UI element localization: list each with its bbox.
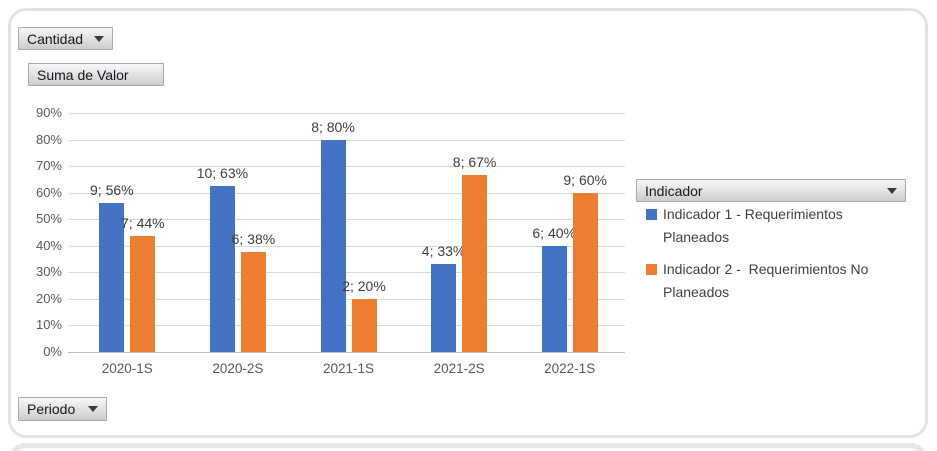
y-axis-tick-label: 40% bbox=[35, 237, 62, 253]
gridline bbox=[68, 245, 625, 247]
gridline bbox=[68, 272, 625, 274]
x-axis-line bbox=[68, 352, 625, 353]
y-axis-tick-label: 90% bbox=[35, 105, 62, 120]
value-field-button-suma-de-valor[interactable]: Suma de Valor bbox=[28, 63, 164, 86]
y-axis-tick-label: 80% bbox=[35, 131, 62, 147]
y-axis-tick-label: 30% bbox=[35, 264, 62, 280]
legend-item-label: Indicador 1 - Requerimientos Planeados bbox=[663, 206, 847, 245]
legend-field-button-indicador[interactable]: Indicador bbox=[636, 179, 906, 202]
data-label: 8; 80% bbox=[311, 118, 355, 135]
gridline bbox=[68, 139, 625, 141]
bar-series1 bbox=[541, 245, 567, 352]
data-label: 8; 67% bbox=[452, 153, 497, 170]
dropdown-arrow-icon bbox=[94, 35, 104, 42]
y-axis-tick-label: 20% bbox=[35, 290, 62, 306]
bar-series1 bbox=[209, 186, 235, 352]
legend-item-series2: Indicador 2 - Requerimientos No Planeado… bbox=[646, 258, 908, 304]
dropdown-arrow-icon bbox=[887, 187, 897, 194]
gridline bbox=[68, 298, 625, 300]
values-field-label: Cantidad bbox=[27, 30, 84, 47]
dropdown-arrow-icon bbox=[88, 406, 98, 412]
data-label: 9; 56% bbox=[90, 181, 134, 198]
series2-swatch-icon bbox=[646, 264, 657, 275]
bar-series2 bbox=[462, 174, 488, 352]
data-label: 7; 44% bbox=[121, 214, 165, 231]
y-axis-tick-label: 70% bbox=[35, 158, 62, 174]
axis-field-button-periodo[interactable]: Periodo bbox=[18, 397, 107, 421]
gridline bbox=[68, 113, 625, 114]
x-axis-category-label: 2020-2S bbox=[212, 361, 264, 376]
y-axis-tick-label: 60% bbox=[35, 184, 62, 200]
data-label: 4; 33% bbox=[421, 242, 466, 259]
data-label: 2; 20% bbox=[342, 277, 386, 294]
legend-field-label: Indicador bbox=[645, 182, 703, 199]
x-axis-category-label: 2021-2S bbox=[433, 361, 485, 376]
bar-series1 bbox=[99, 202, 125, 352]
y-axis-tick-label: 50% bbox=[35, 211, 62, 227]
x-axis-category-label: 2021-1S bbox=[322, 361, 374, 376]
x-axis-category-label: 2022-1S bbox=[544, 361, 596, 376]
y-axis-tick-label: 0% bbox=[43, 344, 62, 359]
legend-item-label: Indicador 2 - Requerimientos No Planeado… bbox=[663, 261, 873, 300]
y-axis-tick-label: 10% bbox=[35, 317, 62, 333]
bar-series2 bbox=[130, 235, 156, 352]
axis-field-label: Periodo bbox=[27, 401, 76, 417]
gridline bbox=[68, 325, 625, 327]
data-label: 10; 63% bbox=[196, 165, 249, 182]
gridline bbox=[68, 166, 625, 168]
value-field-label: Suma de Valor bbox=[37, 66, 129, 83]
x-axis-category-label: 2020-1S bbox=[101, 361, 153, 376]
bar-series2 bbox=[572, 192, 598, 352]
bar-series1 bbox=[431, 263, 457, 352]
values-field-button-cantidad[interactable]: Cantidad bbox=[18, 27, 113, 50]
data-label: 9; 60% bbox=[563, 171, 607, 188]
bar-series2 bbox=[351, 298, 377, 352]
legend-item-series1: Indicador 1 - Requerimientos Planeados bbox=[646, 203, 908, 249]
data-label: 6; 40% bbox=[532, 224, 576, 241]
bar-series2 bbox=[240, 252, 266, 352]
gridline bbox=[68, 219, 625, 221]
gridline bbox=[68, 192, 625, 194]
data-label: 6; 38% bbox=[231, 231, 276, 248]
series1-swatch-icon bbox=[646, 209, 657, 220]
bar-series1 bbox=[320, 139, 346, 352]
